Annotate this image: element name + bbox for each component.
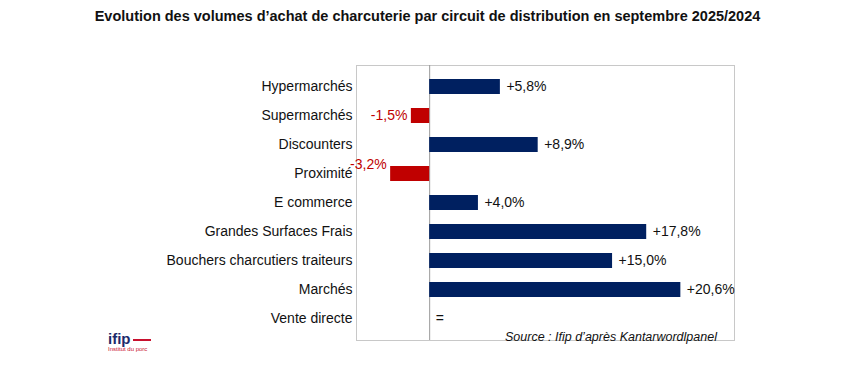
svg-text:Hypermarchés: Hypermarchés	[261, 78, 352, 94]
html-text:Institut du porc: Institut du porc	[108, 346, 148, 352]
svg-text:+4,0%: +4,0%	[484, 194, 524, 210]
svg-text:=: =	[436, 310, 444, 326]
html-text:ifip: ifip	[108, 330, 131, 347]
svg-text:Supermarchés: Supermarchés	[261, 107, 352, 123]
svg-text:Marchés: Marchés	[299, 281, 353, 297]
svg-text:Grandes Surfaces Frais: Grandes Surfaces Frais	[205, 223, 353, 239]
svg-text:+20,6%: +20,6%	[687, 281, 735, 297]
svg-text:+5,8%: +5,8%	[506, 78, 546, 94]
html-text:Source : Ifip d’après Kantarwo: Source : Ifip d’après Kantarwordlpanel	[505, 330, 717, 344]
svg-text:+17,8%: +17,8%	[653, 223, 701, 239]
html-text:Evolution des volumes d’achat: Evolution des volumes d’achat de charcut…	[94, 8, 761, 24]
svg-text:-3,2%: -3,2%	[350, 156, 387, 172]
svg-text:+15,0%: +15,0%	[619, 252, 667, 268]
svg-text:Proximité: Proximité	[294, 165, 353, 181]
svg-text:Vente directe: Vente directe	[271, 310, 353, 326]
svg-text:Discounters: Discounters	[279, 136, 353, 152]
svg-text:+8,9%: +8,9%	[544, 136, 584, 152]
svg-text:Bouchers charcutiers traiteurs: Bouchers charcutiers traiteurs	[167, 252, 353, 268]
svg-text:-1,5%: -1,5%	[371, 107, 408, 123]
svg-text:E commerce: E commerce	[274, 194, 353, 210]
